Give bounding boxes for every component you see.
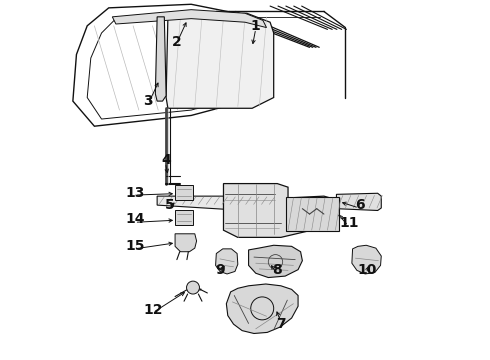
Polygon shape (216, 249, 238, 274)
Text: 7: 7 (276, 317, 286, 331)
Polygon shape (175, 234, 196, 252)
Text: 6: 6 (355, 198, 365, 212)
FancyBboxPatch shape (175, 185, 193, 200)
Polygon shape (112, 10, 267, 28)
Polygon shape (226, 284, 298, 333)
Polygon shape (248, 245, 302, 278)
Circle shape (187, 281, 199, 294)
FancyBboxPatch shape (286, 197, 339, 231)
Text: 2: 2 (172, 35, 182, 49)
Text: 3: 3 (144, 94, 153, 108)
Text: 14: 14 (126, 212, 146, 226)
FancyBboxPatch shape (175, 210, 193, 225)
Text: 8: 8 (272, 264, 282, 277)
Polygon shape (337, 193, 381, 211)
Polygon shape (223, 184, 338, 237)
Polygon shape (166, 13, 274, 108)
Polygon shape (352, 245, 381, 274)
Text: 10: 10 (357, 264, 377, 277)
Text: 11: 11 (339, 216, 359, 230)
Text: 9: 9 (215, 264, 225, 277)
Text: 15: 15 (126, 239, 146, 253)
Text: 5: 5 (165, 198, 174, 212)
Polygon shape (155, 17, 166, 101)
Text: 12: 12 (144, 303, 163, 317)
Text: 4: 4 (161, 153, 171, 167)
Polygon shape (157, 196, 279, 212)
Text: 1: 1 (251, 19, 261, 33)
Text: 13: 13 (126, 185, 146, 199)
